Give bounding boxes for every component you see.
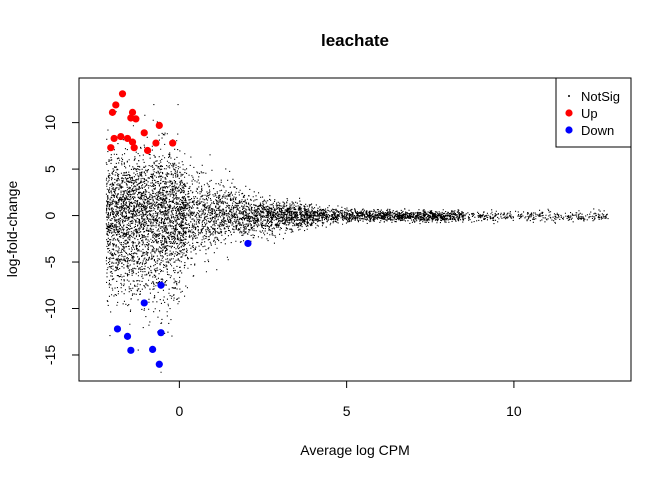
y-axis: -15 -10 -5 0 5 10 — [42, 115, 80, 365]
down-point — [123, 332, 132, 340]
up-point — [128, 108, 137, 116]
notsig-points — [105, 104, 609, 373]
legend-marker-notsig — [568, 95, 570, 97]
up-point — [112, 101, 120, 109]
y-tick-label: -5 — [42, 256, 58, 269]
x-tick-label: 0 — [175, 403, 183, 419]
y-tick-label: 0 — [42, 211, 58, 219]
down-point — [155, 360, 163, 368]
legend: NotSig Up Down — [555, 77, 632, 148]
legend-marker-down — [565, 126, 573, 134]
y-tick-label: -15 — [42, 345, 58, 365]
down-point — [127, 346, 135, 354]
legend-label-up: Up — [581, 106, 598, 121]
x-axis: 0 5 10 — [175, 380, 522, 419]
plot-points — [105, 90, 609, 373]
y-tick-label: 10 — [42, 115, 58, 131]
down-point — [149, 345, 157, 353]
y-tick-label: 5 — [42, 165, 58, 173]
up-point — [140, 129, 148, 137]
x-tick-label: 5 — [343, 403, 351, 419]
x-tick-label: 10 — [506, 403, 522, 419]
legend-marker-up — [565, 109, 573, 117]
y-tick-label: -10 — [42, 298, 58, 318]
x-axis-label: Average log CPM — [300, 442, 409, 458]
legend-label-down: Down — [581, 123, 614, 138]
up-point — [169, 139, 177, 147]
up-point — [123, 134, 132, 143]
up-point — [130, 144, 138, 152]
down-point — [157, 281, 165, 289]
up-point — [132, 115, 140, 123]
up-point — [107, 144, 115, 152]
up-point — [117, 132, 125, 141]
down-point — [244, 239, 252, 248]
up-point — [128, 138, 137, 146]
up-point — [118, 90, 127, 98]
chart-title: leachate — [321, 31, 389, 50]
up-point — [110, 134, 118, 143]
up-point — [108, 108, 117, 116]
down-point — [157, 329, 165, 337]
down-point — [140, 299, 148, 307]
up-point — [155, 121, 163, 130]
up-point — [143, 146, 152, 155]
up-point — [152, 139, 160, 147]
y-axis-label: log-fold-change — [4, 181, 20, 278]
down-point — [113, 325, 122, 333]
legend-label-notsig: NotSig — [581, 89, 620, 104]
